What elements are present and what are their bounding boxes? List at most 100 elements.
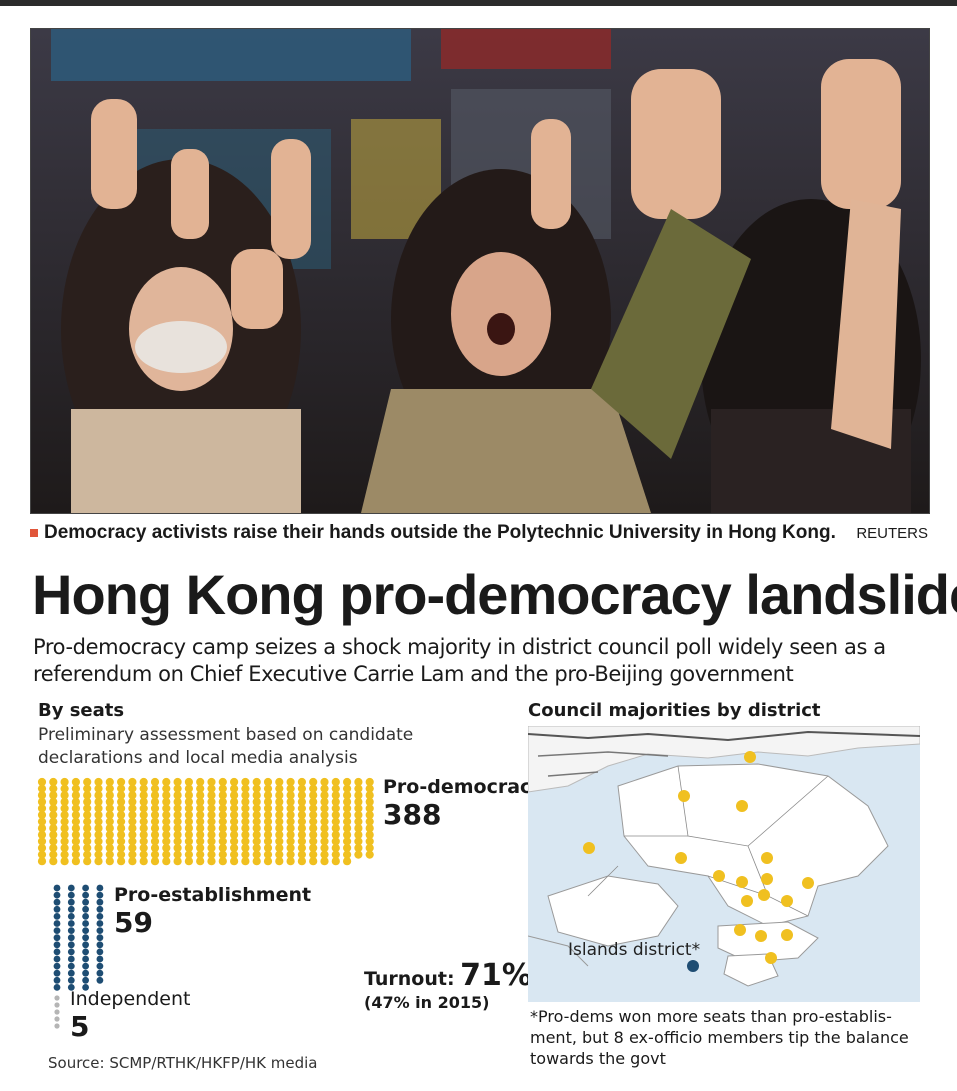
seat-dot: [82, 920, 89, 927]
seat-dot: [275, 784, 284, 793]
seat-dot: [275, 824, 284, 833]
district-dot-pro-democracy: [741, 895, 753, 907]
seat-dot: [162, 817, 171, 826]
seat-dot: [173, 830, 182, 839]
seat-dot: [83, 830, 92, 839]
waffle-group-independent: [54, 995, 60, 1029]
seat-dot: [105, 843, 114, 853]
seat-dot: [96, 976, 104, 984]
seat-dot: [37, 824, 47, 833]
seat-dot: [320, 791, 329, 800]
caption-text: Democracy activists raise their hands ou…: [44, 522, 836, 543]
seat-dot: [343, 810, 352, 820]
seat-dot: [297, 857, 306, 866]
subhead: Pro-democracy camp seizes a shock majori…: [33, 635, 886, 686]
seat-dot: [173, 850, 182, 859]
seat-dot: [275, 843, 284, 853]
seat-dot: [54, 1002, 60, 1008]
seat-dot: [94, 817, 103, 826]
seat-dot: [173, 843, 182, 853]
seat-dot: [343, 830, 352, 839]
protest-photo-illustration: [31, 29, 929, 513]
seat-dot: [252, 817, 261, 826]
seat-dot: [354, 804, 363, 813]
seat-dot: [105, 804, 114, 813]
seat-dot: [297, 850, 306, 859]
mainland-roads: [528, 730, 920, 742]
seat-dot: [67, 891, 75, 899]
seat-dot: [286, 791, 295, 800]
seat-dot: [150, 784, 160, 793]
seat-dot: [117, 830, 126, 839]
seat-dot: [67, 927, 75, 934]
district-map-svg: [528, 726, 920, 987]
seat-dot: [150, 810, 160, 820]
seat-dot: [96, 913, 104, 920]
seat-dot: [320, 830, 329, 839]
seat-dot: [252, 784, 261, 793]
seat-dot: [105, 791, 114, 800]
seat-dot: [105, 817, 114, 826]
seat-dot: [128, 777, 137, 787]
seat-dot: [263, 817, 273, 826]
seat-dot: [139, 830, 148, 839]
seat-dot: [139, 777, 148, 787]
seat-dot: [54, 1023, 60, 1029]
seat-dot: [173, 824, 182, 833]
seat-dot: [37, 843, 47, 853]
seat-dot: [320, 850, 329, 859]
seat-dot: [365, 784, 374, 793]
seat-dot: [60, 830, 69, 839]
seat-dot: [67, 884, 75, 892]
seat-dot: [67, 934, 75, 942]
seat-dot: [173, 837, 182, 846]
seat-dot: [94, 777, 103, 787]
seat-dot: [309, 791, 318, 800]
seat-dot: [343, 817, 352, 826]
seat-dot: [94, 850, 103, 859]
district-dot-pro-democracy: [781, 895, 793, 907]
seat-dot: [82, 941, 89, 949]
seat-dot: [309, 810, 318, 820]
seat-dot: [218, 857, 227, 866]
seat-dot: [83, 843, 92, 853]
seat-dot: [218, 797, 227, 806]
seat-dot: [218, 843, 227, 853]
seat-dot: [37, 837, 47, 846]
seat-dot: [139, 791, 148, 800]
seat-dot: [49, 857, 58, 866]
seat-dot: [83, 857, 92, 866]
seat-dot: [71, 830, 80, 839]
seat-dot: [241, 824, 250, 833]
seat-dot: [184, 804, 193, 813]
seat-dot: [96, 948, 104, 956]
seat-dot: [297, 791, 306, 800]
seat-dot: [60, 850, 69, 859]
seat-dot: [162, 797, 171, 806]
top-rule: [0, 0, 957, 6]
seat-dot: [263, 843, 273, 853]
seat-dot: [96, 884, 104, 892]
seat-dot: [53, 884, 61, 892]
seat-dot: [96, 955, 104, 963]
seat-dot: [230, 791, 239, 800]
district-dot-pro-democracy: [802, 877, 814, 889]
seat-dot: [263, 784, 273, 793]
seat-dot: [37, 810, 47, 820]
seat-dot: [354, 824, 363, 833]
district-dot-pro-democracy: [678, 790, 690, 802]
map-footnote: *Pro-dems won more seats than pro-establ…: [530, 1007, 909, 1068]
seat-dot: [365, 810, 374, 820]
seat-dot: [105, 837, 114, 846]
seat-dot: [150, 804, 160, 813]
seat-dot: [83, 817, 92, 826]
seat-dot: [230, 830, 239, 839]
seat-dot: [263, 777, 273, 787]
seat-dot: [150, 797, 160, 806]
district-dot-pro-democracy: [736, 800, 748, 812]
seat-dot: [343, 843, 352, 853]
seat-dot: [49, 797, 58, 806]
seat-dot: [343, 824, 352, 833]
seat-dot: [49, 843, 58, 853]
seat-dot: [184, 830, 193, 839]
